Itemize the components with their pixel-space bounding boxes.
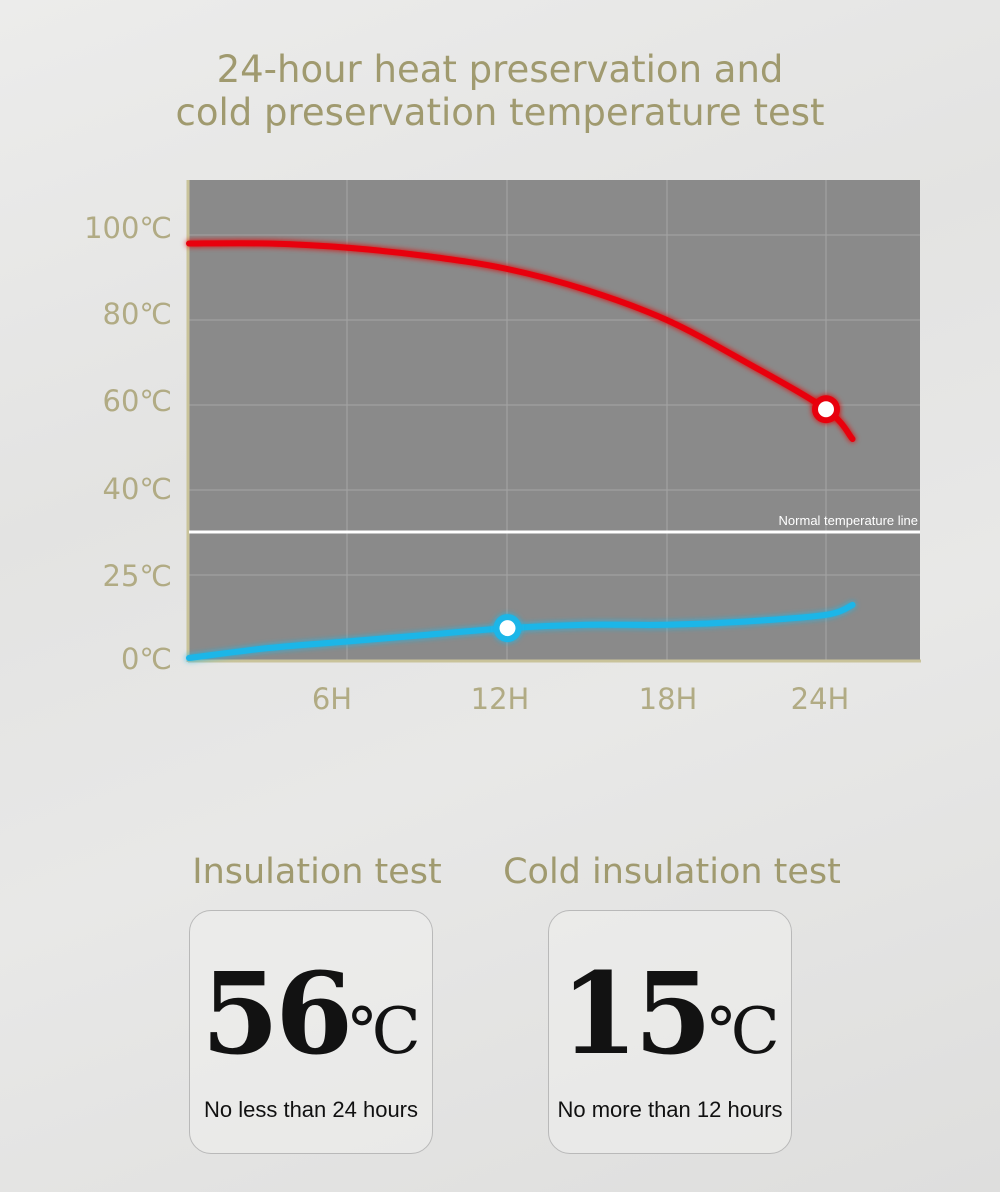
y-tick-label: 60℃ <box>103 384 172 418</box>
chart-title: 24-hour heat preservation and cold prese… <box>0 48 1000 134</box>
insulation-value-unit: ℃ <box>349 995 421 1069</box>
cold-insulation-value-number: 15 <box>560 949 712 1080</box>
chart-title-line-2: cold preservation temperature test <box>175 91 825 134</box>
x-tick-label: 6H <box>312 682 352 716</box>
series-line-1 <box>186 601 856 661</box>
cold-insulation-value-unit: ℃ <box>708 995 780 1069</box>
normal-temperature-label: Normal temperature line <box>779 513 918 528</box>
x-tick-labels: 6H 12H 18H 24H <box>312 682 849 716</box>
series-line-0 <box>186 240 856 442</box>
y-tick-labels: 100℃ 80℃ 60℃ 40℃ 25℃ 0℃ <box>84 211 172 676</box>
temperature-chart: 100℃ 80℃ 60℃ 40℃ 25℃ 0℃ 6H 12H 18H 24H Normal te… <box>84 180 921 716</box>
insulation-note: No less than 24 hours <box>203 1097 419 1122</box>
x-tick-label: 24H <box>791 682 850 716</box>
series-marker-center-0 <box>818 401 834 418</box>
y-tick-label: 0℃ <box>121 642 172 676</box>
insulation-test-label: Insulation test <box>192 852 442 892</box>
cold-insulation-test-label: Cold insulation test <box>503 852 841 892</box>
y-tick-label: 40℃ <box>103 472 172 506</box>
insulation-value: 56℃ <box>190 949 432 1080</box>
grid <box>189 180 920 661</box>
plot-area <box>189 180 920 661</box>
x-tick-label: 12H <box>471 682 530 716</box>
chart-title-line-1: 24-hour heat preservation and <box>216 48 784 91</box>
series-group <box>186 240 856 661</box>
cold-insulation-test-card: 15℃ No more than 12 hours <box>548 910 792 1154</box>
y-tick-label: 25℃ <box>103 559 172 593</box>
y-tick-label: 80℃ <box>103 297 172 331</box>
insulation-test-card: 56℃ No less than 24 hours <box>189 910 433 1154</box>
cold-insulation-note: No more than 12 hours <box>557 1097 783 1122</box>
insulation-value-number: 56 <box>201 949 353 1080</box>
y-tick-label: 100℃ <box>84 211 172 245</box>
series-marker-center-1 <box>499 620 516 637</box>
x-tick-label: 18H <box>639 682 698 716</box>
cold-insulation-value: 15℃ <box>549 949 791 1080</box>
